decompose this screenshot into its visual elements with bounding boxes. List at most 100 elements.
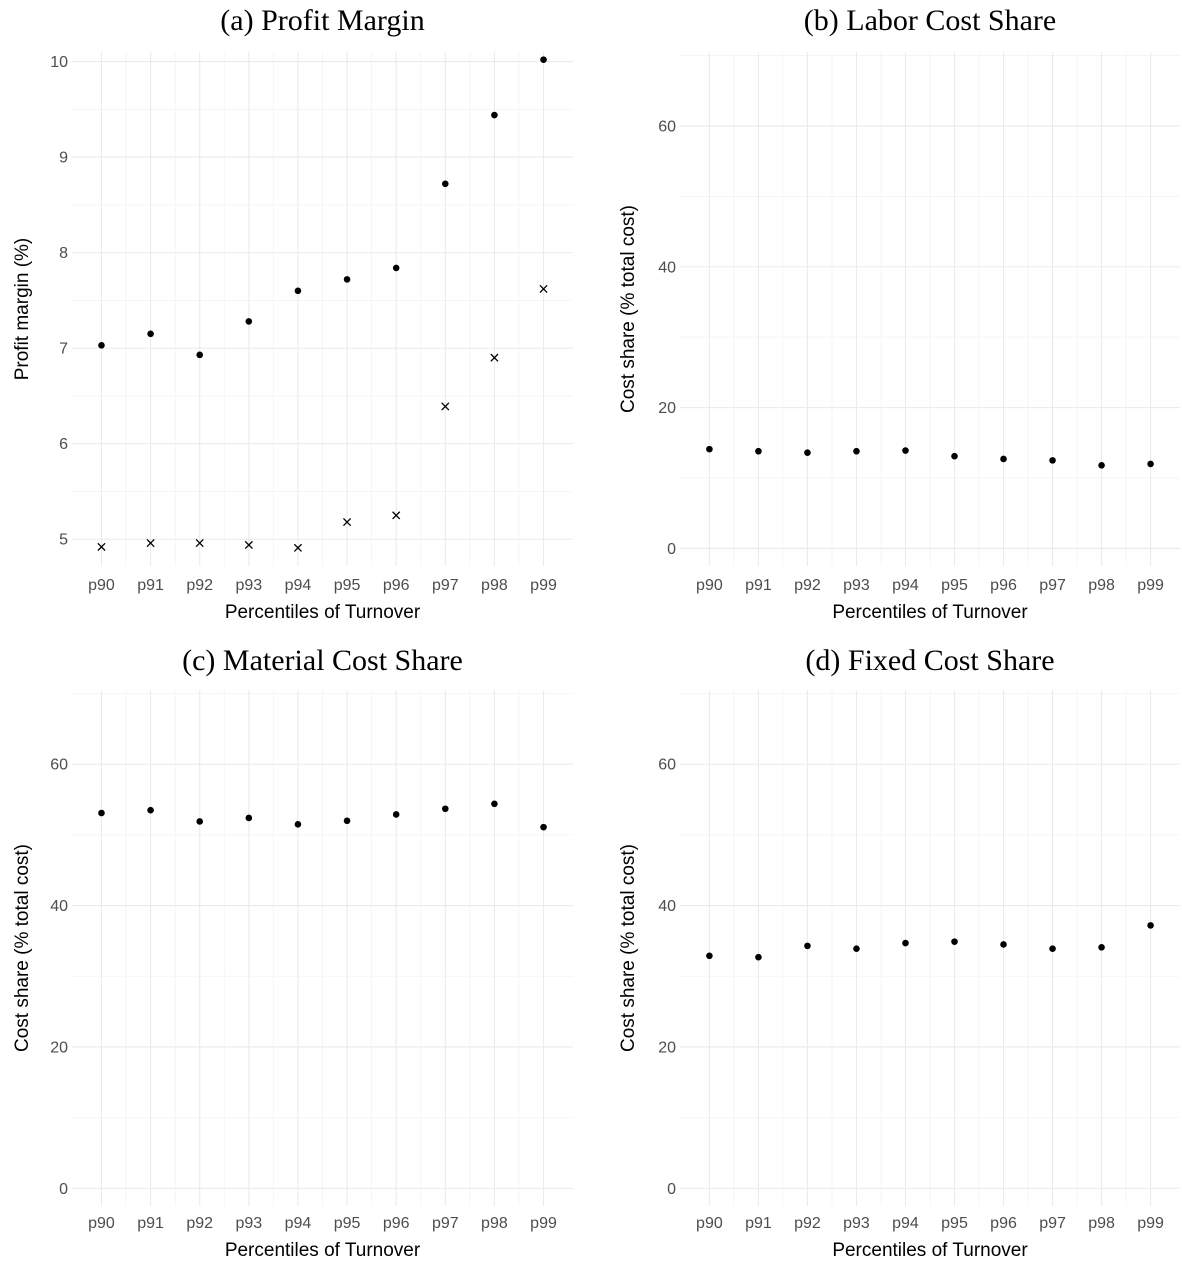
y-tick-label: 40 [50,898,68,915]
data-point [951,938,958,945]
data-point [392,264,400,272]
data-point [1147,460,1154,468]
data-point [98,809,105,817]
y-tick-label: 40 [658,898,676,915]
x-tick-label: p91 [137,577,164,594]
x-tick-label: p95 [941,1215,968,1232]
data-point-cross [97,542,106,551]
x-tick-label: p90 [696,1215,723,1232]
series-dot [98,800,547,831]
data-point-cross [342,517,352,527]
x-tick-label: p95 [334,577,361,594]
x-tick-label: p96 [990,1215,1017,1232]
data-point [196,818,204,825]
series-dot [706,922,1154,961]
x-tick-label: p99 [1137,1215,1164,1232]
data-point-cross [244,540,253,550]
grid [72,690,573,1206]
y-tick-label: 0 [59,1181,68,1198]
y-tick-label: 60 [658,118,676,135]
data-point-cross [392,511,401,520]
data-point [441,180,449,188]
x-tick-label: p95 [941,577,968,594]
data-point [1098,943,1105,951]
x-tick-label: p96 [383,577,410,594]
data-point-cross [539,284,548,293]
data-point [902,939,909,947]
grid [680,52,1180,566]
panel-title: (c) Material Cost Share [182,644,463,677]
y-tick-label: 20 [658,400,676,417]
y-tick-label: 60 [50,757,68,774]
x-axis-title: Percentiles of Turnover [225,602,421,623]
data-point-cross [441,402,450,411]
x-tick-label: p98 [481,1215,508,1232]
data-point [294,821,302,828]
x-tick-label: p91 [137,1215,164,1232]
x-axis-title: Percentiles of Turnover [225,1240,421,1261]
data-point [294,287,302,295]
y-tick-label: 5 [59,532,68,549]
x-tick-label: p91 [745,1215,772,1232]
y-axis-title: Cost share (% total cost) [618,205,639,413]
x-tick-label: p92 [794,1215,821,1232]
x-tick-label: p93 [843,577,870,594]
data-point [245,814,253,822]
y-tick-label: 20 [50,1039,68,1056]
data-point [1000,455,1007,463]
panel-material-cost: 0 20 40 60 p90 p91 p92 p93 p94 p95 p96 p97 p98 p99 (c)… [12,644,573,1261]
data-point [491,111,498,119]
x-tick-label: p92 [186,577,213,594]
x-tick-label: p90 [696,577,723,594]
x-tick-label: p98 [1088,1215,1115,1232]
y-tick-label: 20 [658,1039,676,1056]
data-point [755,447,762,455]
data-point [540,823,547,831]
x-tick-label: p94 [892,1215,919,1232]
y-axis-title: Cost share (% total cost) [618,844,639,1052]
y-tick-label: 0 [667,1181,676,1198]
data-point [147,330,154,338]
x-tick-label: p97 [432,1215,459,1232]
data-point-cross [490,353,499,362]
x-tick-label: p96 [383,1215,410,1232]
data-point [147,806,154,814]
x-tick-label: p92 [186,1215,213,1232]
y-axis-title: Cost share (% total cost) [12,844,33,1052]
x-tick-label: p93 [843,1215,870,1232]
x-tick-label: p92 [794,577,821,594]
data-point [853,447,860,455]
panel-title: (d) Fixed Cost Share [805,644,1054,677]
y-tick-label: 7 [59,341,68,358]
x-tick-label: p99 [1137,577,1164,594]
data-point-cross [195,539,204,548]
x-tick-label: p98 [481,577,508,594]
data-point-cross [293,543,303,552]
data-point [196,351,204,359]
series-cross [97,284,548,552]
data-point [1049,457,1056,464]
x-tick-label: p98 [1088,577,1115,594]
data-point [706,445,713,453]
x-tick-label: p96 [990,577,1017,594]
data-point [755,953,762,961]
data-point [853,945,860,953]
x-tick-label: p97 [1039,577,1066,594]
panel-fixed-cost: 0 20 40 60 p90 p91 p92 p93 p94 p95 p96 p97 p98 p99 (d)… [618,644,1180,1261]
data-point [343,276,351,283]
grid [680,690,1180,1206]
data-point-cross [146,539,155,548]
series-dot [706,445,1154,469]
x-tick-label: p93 [235,577,262,594]
grid [72,52,573,566]
y-tick-label: 8 [59,245,68,262]
data-point [951,452,958,460]
data-point [540,56,547,63]
data-point [491,800,498,808]
x-tick-label: p95 [334,1215,361,1232]
data-point [392,811,400,818]
y-axis-title: Profit margin (%) [12,238,33,381]
x-tick-label: p99 [530,577,557,594]
panel-profit-margin: 5 6 7 8 9 10 p90 p91 p92 p93 p94 p95 p96 p97 p98 p99 (a)… [12,4,573,623]
